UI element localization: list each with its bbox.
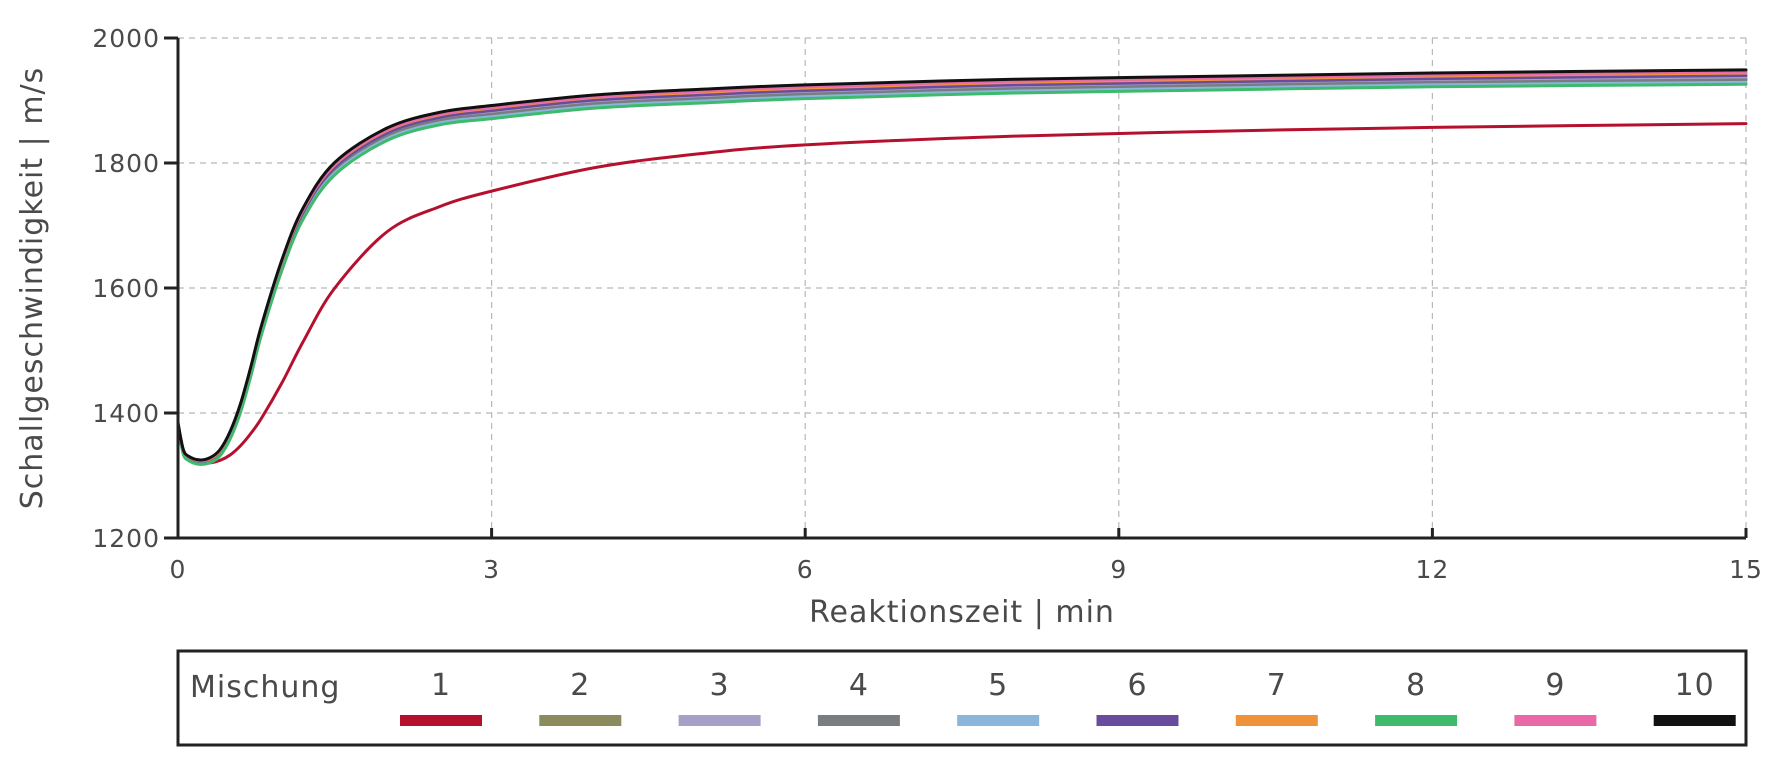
x-axis-title: Reaktionszeit | min — [809, 595, 1115, 630]
x-tick-label: 0 — [170, 555, 187, 584]
legend-label: 1 — [431, 668, 451, 703]
legend-swatch — [957, 715, 1040, 726]
y-tick-label: 1200 — [92, 524, 160, 553]
legend-swatch — [539, 715, 622, 726]
legend-swatch — [1375, 715, 1458, 726]
series-line-2 — [176, 77, 1748, 465]
series-line-3 — [176, 75, 1748, 464]
legend-swatch — [678, 715, 761, 726]
y-axis-title: Schallgeschwindigkeit | m/s — [15, 67, 50, 510]
x-tick-label: 12 — [1415, 555, 1449, 584]
legend-label: 6 — [1127, 668, 1147, 703]
legend-item-6: 6 — [1096, 668, 1179, 726]
legend-swatch — [1514, 715, 1597, 726]
legend-item-3: 3 — [678, 668, 761, 726]
y-tick-label: 1400 — [92, 399, 160, 428]
y-tick-label: 1600 — [92, 274, 160, 303]
series-line-5 — [176, 80, 1748, 466]
legend-title: Mischung — [190, 670, 340, 705]
y-tick-label: 1800 — [92, 149, 160, 178]
legend-swatch — [1653, 715, 1736, 726]
legend-label: 7 — [1267, 668, 1287, 703]
series-line-8 — [176, 82, 1748, 466]
legend-item-8: 8 — [1375, 668, 1458, 726]
x-tick-label: 9 — [1110, 555, 1127, 584]
legend-label: 9 — [1545, 668, 1565, 703]
legend-item-7: 7 — [1235, 668, 1318, 726]
legend-label: 3 — [710, 668, 730, 703]
legend-swatch — [817, 715, 900, 726]
legend-item-9: 9 — [1514, 668, 1597, 726]
legend-label: 4 — [849, 668, 869, 703]
legend-item-4: 4 — [817, 668, 900, 726]
legend-label: 10 — [1675, 668, 1715, 703]
plot-area: 1200 1400 1600 1800 2000 0 3 6 9 12 15 — [92, 24, 1763, 584]
legend-swatch — [400, 715, 482, 726]
grid — [178, 37, 1747, 538]
x-tick-label: 3 — [483, 555, 500, 584]
legend-items: 1 2 3 4 5 6 7 8 9 10 — [400, 668, 1736, 726]
legend-swatch — [1096, 715, 1179, 726]
legend-box — [176, 649, 1748, 747]
legend: Mischung 1 2 3 4 5 6 7 8 9 10 — [176, 649, 1748, 747]
legend-item-2: 2 — [539, 668, 622, 726]
legend-swatch — [1235, 715, 1318, 726]
legend-item-10: 10 — [1653, 668, 1736, 726]
legend-label: 5 — [988, 668, 1008, 703]
series-layer — [176, 68, 1748, 466]
axes — [164, 36, 1748, 540]
legend-item-5: 5 — [957, 668, 1040, 726]
y-tick-label: 2000 — [92, 24, 160, 53]
tick-labels: 1200 1400 1600 1800 2000 0 3 6 9 12 15 — [92, 24, 1763, 584]
series-line-6 — [176, 74, 1748, 463]
x-tick-label: 6 — [797, 555, 814, 584]
legend-label: 8 — [1406, 668, 1426, 703]
legend-label: 2 — [570, 668, 590, 703]
legend-item-1: 1 — [400, 668, 482, 726]
x-tick-label: 15 — [1729, 555, 1763, 584]
series-line-10 — [176, 68, 1748, 462]
